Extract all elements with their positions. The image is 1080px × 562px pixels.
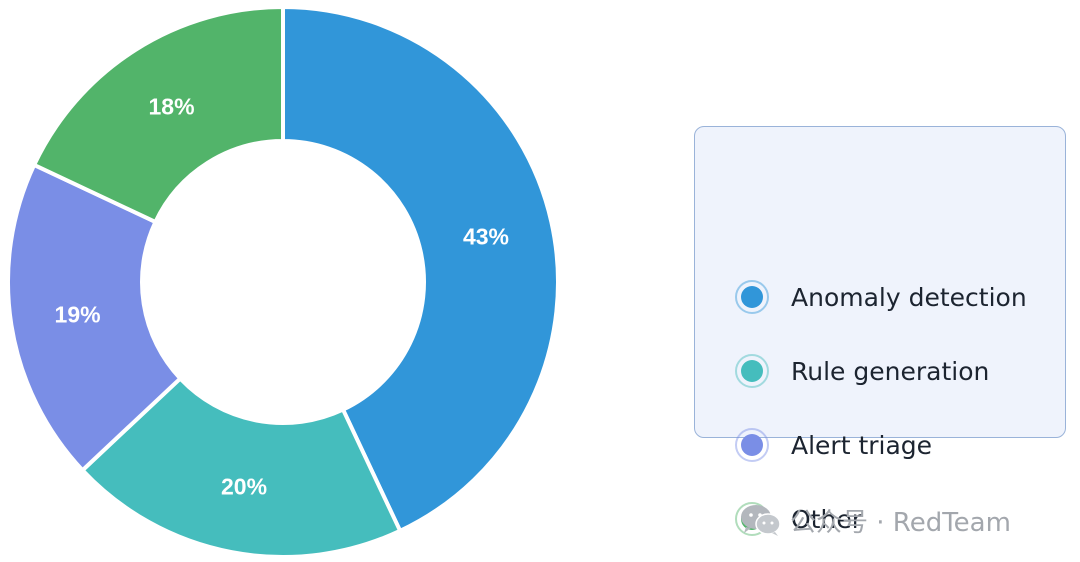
donut-chart: 43% 20% 19% 18%	[6, 5, 560, 559]
legend-label: Anomaly detection	[791, 282, 1027, 312]
legend-marker	[735, 280, 769, 314]
legend-item-rule-generation: Rule generation	[735, 351, 989, 391]
donut-slice-anomaly-detection	[281, 5, 560, 533]
donut-slice-other	[32, 5, 285, 224]
legend-label: Alert triage	[791, 430, 933, 460]
legend-label: Rule generation	[791, 356, 990, 386]
chart-legend: Anomaly detection Rule generation Alert …	[694, 126, 1066, 536]
slice-label: 18%	[149, 93, 195, 119]
legend-label: Other	[791, 504, 862, 534]
legend-item-anomaly-detection: Anomaly detection	[735, 277, 1027, 317]
donut-slice-rule-generation	[80, 376, 403, 559]
legend-item-alert-triage: Alert triage	[735, 425, 932, 465]
donut-slice-alert-triage	[6, 162, 183, 473]
slice-label: 20%	[221, 473, 267, 499]
legend-marker	[735, 428, 769, 462]
legend-marker	[735, 354, 769, 388]
watermark-text: 公众号 · RedTeam	[790, 507, 1011, 538]
slice-label: 43%	[463, 224, 509, 250]
watermark: 公众号 · RedTeam	[740, 502, 1011, 538]
slice-label: 19%	[55, 302, 101, 328]
wechat-icon	[741, 505, 781, 536]
